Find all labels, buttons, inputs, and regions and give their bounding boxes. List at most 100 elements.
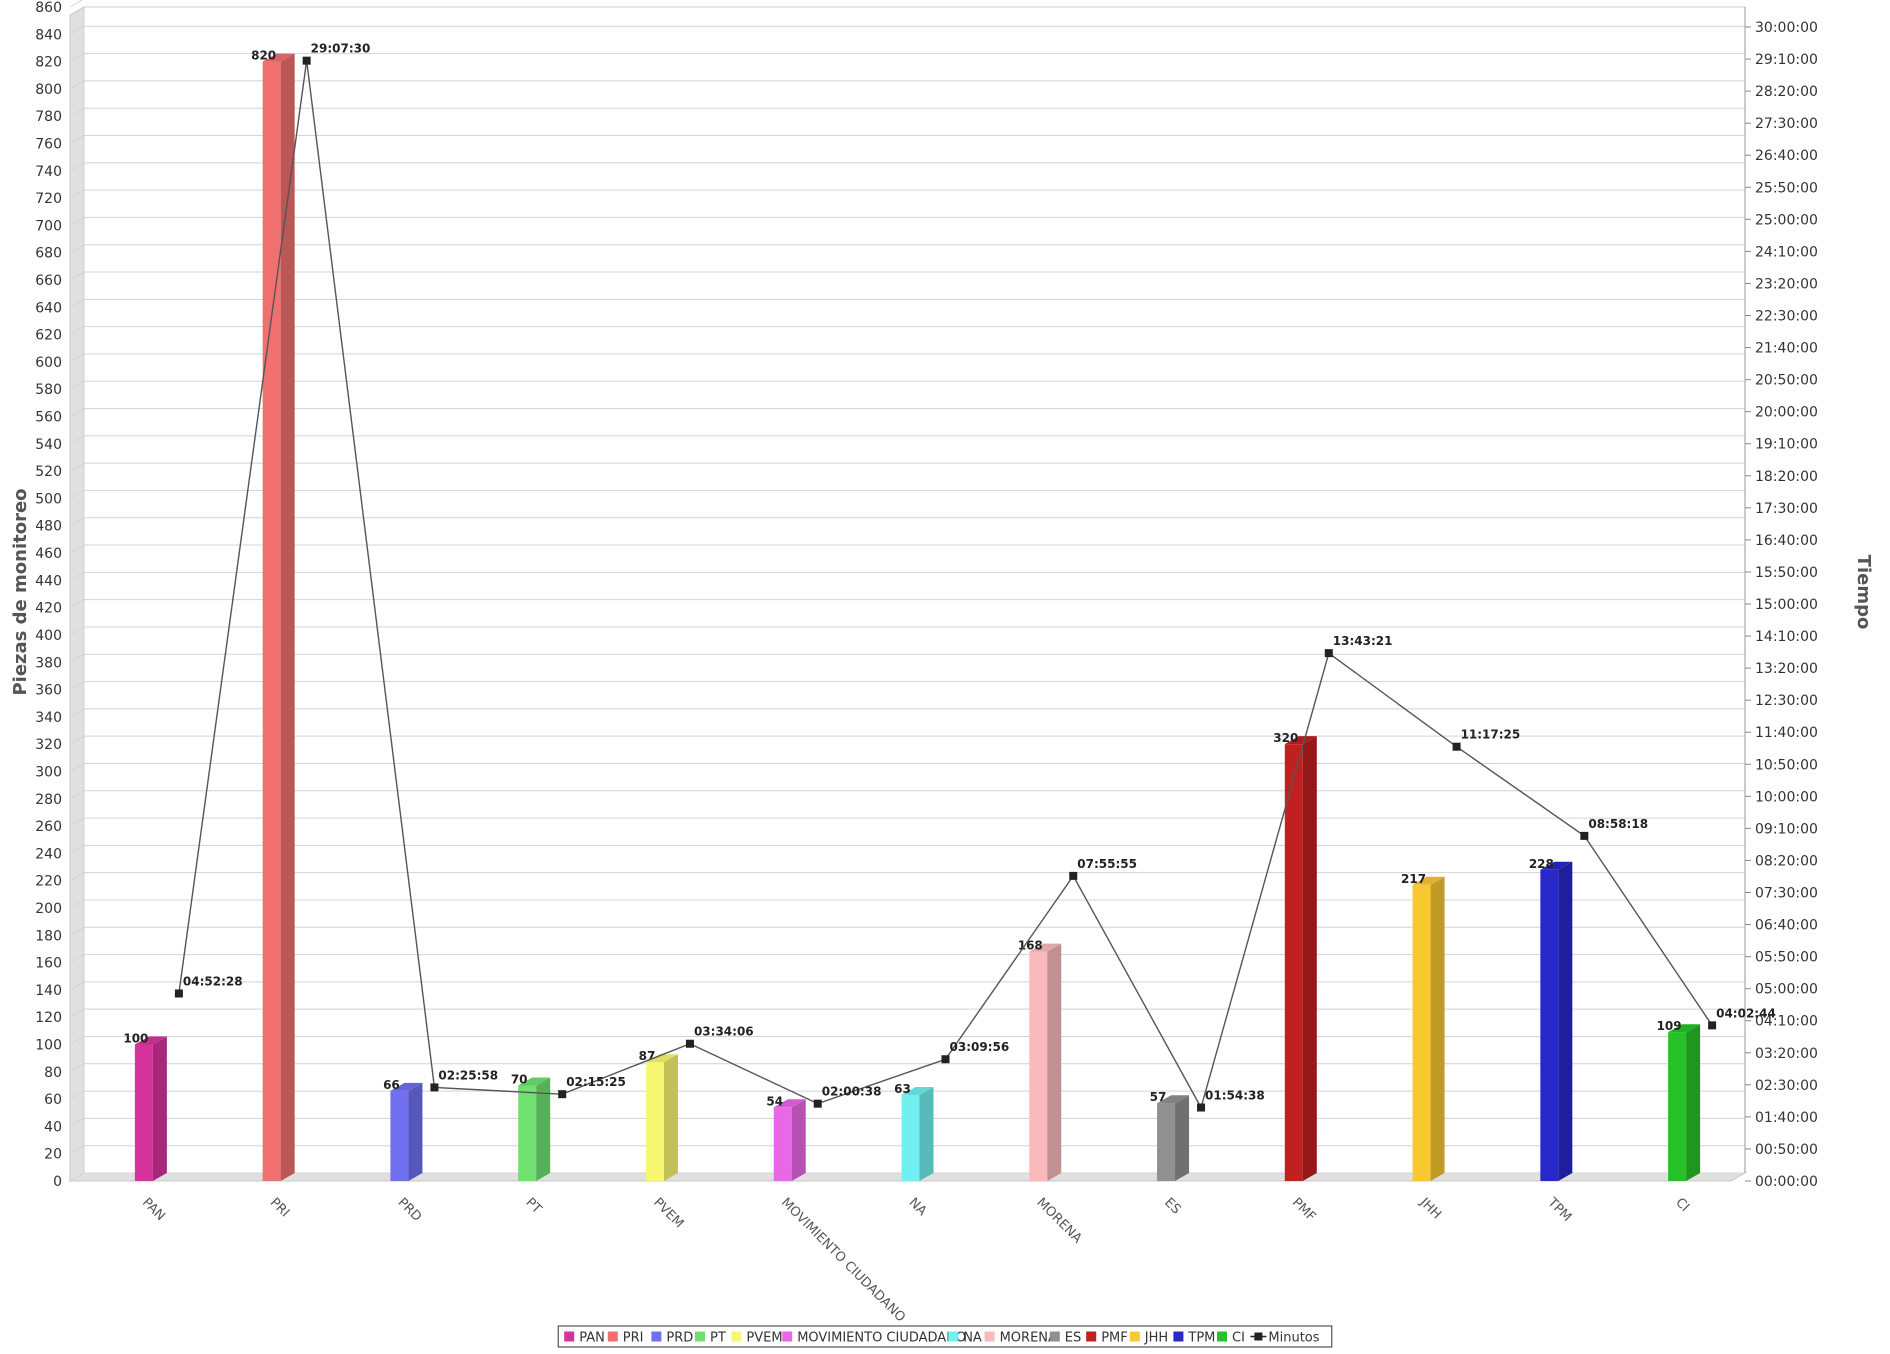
- y2-tick-label: 00:00:00: [1755, 1174, 1818, 1190]
- y-tick-label: 80: [44, 1065, 62, 1081]
- x-tick-label: ES: [1161, 1195, 1183, 1217]
- y-tick-label: 220: [35, 874, 62, 890]
- series-point: [1069, 871, 1078, 880]
- bar-side: [791, 1099, 806, 1181]
- bar-value-label: 217: [1401, 872, 1426, 886]
- legend-swatch: [782, 1331, 793, 1342]
- y-tick-label: 500: [35, 491, 62, 507]
- gridline: [69, 1063, 1745, 1073]
- bar-tpm: [1540, 869, 1559, 1181]
- gridline: [69, 216, 1745, 226]
- line-series: 04:52:28 29:07:30 02:25:58 02:15:25 03:34:06…: [174, 42, 1776, 1112]
- gridline: [69, 599, 1745, 609]
- gridline: [69, 844, 1745, 854]
- gridline: [69, 408, 1745, 417]
- y-tick-label: 700: [35, 218, 62, 234]
- y2-tick-label: 00:50:00: [1755, 1142, 1818, 1158]
- bar-side: [1047, 943, 1062, 1181]
- gridline: [69, 435, 1745, 445]
- y-tick-label: 580: [35, 382, 62, 398]
- y-tick-label: 660: [35, 273, 62, 289]
- y2-tick-label: 20:50:00: [1755, 373, 1818, 389]
- bar-top: [1029, 943, 1062, 952]
- y2-tick-label: 06:40:00: [1755, 918, 1818, 934]
- gridline: [69, 135, 1745, 144]
- y-tick-label: 380: [35, 655, 62, 671]
- bar-top: [773, 1099, 806, 1108]
- y-tick-label: 160: [35, 956, 62, 972]
- bar-morena: [1029, 951, 1048, 1181]
- y-tick-label: 520: [35, 464, 62, 480]
- y2-tick-label: 10:50:00: [1755, 757, 1818, 773]
- y-tick-label: 420: [35, 601, 62, 617]
- legend-label: Minutos: [1268, 1331, 1319, 1346]
- y2-tick-label: 13:20:00: [1755, 661, 1818, 677]
- series-point-label: 08:58:18: [1588, 817, 1648, 831]
- x-tick-label: PT: [522, 1195, 544, 1217]
- plot-border: [83, 6, 1746, 1174]
- y-axis-left: 0 20 40 60 80 100 120 140 160 180 200 220 240 260 280 3…: [35, 0, 62, 1190]
- gridline: [69, 380, 1745, 390]
- series-point-label: 02:00:38: [822, 1085, 882, 1099]
- bar-side: [536, 1077, 551, 1181]
- y-tick-label: 240: [35, 846, 62, 862]
- gridline: [69, 1008, 1745, 1018]
- bar-top: [1157, 1095, 1190, 1104]
- series-point-label: 04:52:28: [183, 974, 243, 988]
- bar-top: [1412, 876, 1445, 885]
- y-tick-label: 720: [35, 191, 62, 207]
- y-tick-label: 60: [44, 1092, 62, 1108]
- legend-swatch: [984, 1331, 995, 1342]
- bar-jhh: [1412, 884, 1431, 1181]
- y2-tick-label: 09:10:00: [1755, 821, 1818, 837]
- bar-value-label: 66: [383, 1078, 400, 1092]
- bars: [134, 53, 1701, 1182]
- gridline: [69, 571, 1745, 581]
- series-point-label: 03:09:56: [950, 1040, 1010, 1054]
- legend-swatch: [1173, 1331, 1184, 1342]
- y-tick-label: 560: [35, 410, 62, 426]
- gridline: [69, 80, 1745, 90]
- gridline: [69, 981, 1745, 991]
- bar-top: [390, 1082, 423, 1091]
- gridline: [69, 954, 1745, 964]
- y-tick-label: 480: [35, 519, 62, 535]
- series-point-label: 29:07:30: [311, 42, 371, 56]
- y-tick-label: 300: [35, 764, 62, 780]
- series-point-label: 01:54:38: [1205, 1089, 1265, 1103]
- legend-swatch: [948, 1331, 959, 1342]
- y2-tick-label: 26:40:00: [1755, 148, 1818, 164]
- series-point: [941, 1055, 950, 1064]
- gridline: [69, 298, 1745, 308]
- gridlines: [68, 0, 1747, 1182]
- bar-value-label: 320: [1273, 731, 1298, 745]
- y-tick-label: 320: [35, 737, 62, 753]
- y2-axis-title: Tiempo: [1853, 555, 1874, 630]
- y2-tick-label: 15:00:00: [1755, 597, 1818, 613]
- legend-swatch: [695, 1331, 705, 1342]
- y-tick-label: 740: [35, 164, 62, 180]
- legend-label: PRI: [623, 1331, 644, 1346]
- x-tick-label: PRD: [395, 1195, 425, 1225]
- bar-es: [1157, 1103, 1176, 1181]
- x-tick-label: MORENA: [1033, 1195, 1084, 1246]
- bar-side: [1558, 861, 1573, 1181]
- series-point: [558, 1090, 567, 1099]
- y2-tick-label: 04:10:00: [1755, 1014, 1818, 1030]
- series-point: [685, 1039, 694, 1048]
- y-tick-label: 640: [35, 300, 62, 316]
- legend-label: MOVIMIENTO CIUDADANO: [797, 1331, 966, 1346]
- legend-label: PT: [710, 1331, 726, 1346]
- gridline: [69, 517, 1745, 527]
- gridline: [69, 790, 1745, 800]
- y-axis-right: 00:00:00 00:50:00 01:40:00 02:30:00 03:20:00…: [1744, 7, 1818, 1190]
- legend-swatch: [564, 1331, 575, 1342]
- y2-tick-label: 01:40:00: [1755, 1110, 1818, 1126]
- y-tick-label: 820: [35, 55, 62, 71]
- x-tick-label: PAN: [139, 1195, 168, 1224]
- legend-label: PRD: [666, 1331, 693, 1346]
- legend-label: MORENA: [1000, 1331, 1057, 1346]
